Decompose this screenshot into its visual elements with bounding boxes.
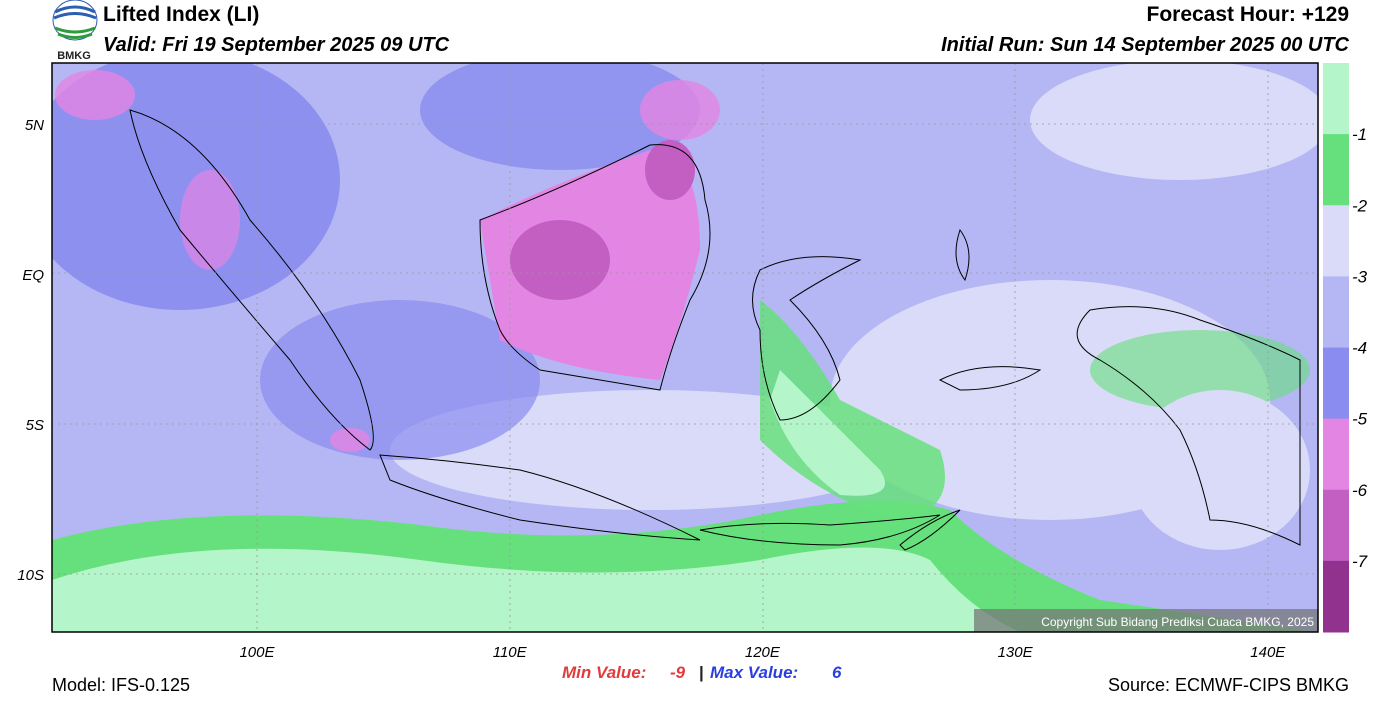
forecast-hour: Forecast Hour: +129: [1147, 3, 1350, 26]
colorbar-label: -7: [1352, 552, 1368, 571]
colorbar-swatch: [1323, 63, 1349, 135]
lon-label: 140E: [1250, 644, 1286, 661]
colorbar-swatch: [1323, 205, 1349, 277]
colorbar-label: -4: [1352, 339, 1367, 358]
colorbar-swatch: [1323, 489, 1349, 562]
logo: BMKG: [52, 0, 98, 62]
lat-label: EQ: [22, 267, 44, 284]
colorbar-label: -1: [1352, 125, 1367, 144]
colorbar-swatch: [1323, 418, 1349, 491]
colorbar-swatch: [1323, 276, 1349, 348]
colorbar-label: -5: [1352, 410, 1368, 429]
lat-label: 10S: [17, 567, 44, 584]
colorbar-swatch: [1323, 134, 1349, 206]
lon-labels: 100E 110E 120E 130E 140E: [239, 644, 1286, 661]
separator: |: [699, 663, 704, 682]
colorbar-label: -6: [1352, 481, 1368, 500]
lon-label: 100E: [239, 644, 275, 661]
min-value: -9: [670, 663, 686, 682]
colorbar: -1 -2 -3 -4 -5 -6 -7: [1323, 63, 1368, 633]
lon-label: 110E: [493, 644, 528, 661]
copyright: Copyright Sub Bidang Prediksi Cuaca BMKG…: [1041, 615, 1314, 629]
colorbar-swatch: [1323, 560, 1349, 633]
lat-labels: 5N EQ 5S 10S: [17, 117, 44, 584]
max-label: Max Value:: [710, 663, 798, 682]
map-field: Copyright Sub Bidang Prediksi Cuaca BMKG…: [52, 63, 1318, 632]
title: Lifted Index (LI): [103, 3, 259, 26]
model: Model: IFS-0.125: [52, 675, 190, 695]
lon-label: 130E: [998, 644, 1034, 661]
min-label: Min Value:: [562, 663, 646, 682]
colorbar-swatch: [1323, 347, 1349, 420]
lon-label: 120E: [745, 644, 781, 661]
valid-time: Valid: Fri 19 September 2025 09 UTC: [103, 34, 450, 56]
colorbar-label: -2: [1352, 196, 1368, 215]
source: Source: ECMWF-CIPS BMKG: [1108, 675, 1349, 695]
initial-run: Initial Run: Sun 14 September 2025 00 UT…: [941, 34, 1349, 56]
lat-label: 5S: [26, 417, 44, 434]
lat-label: 5N: [25, 117, 44, 134]
colorbar-label: -3: [1352, 267, 1368, 286]
max-value: 6: [832, 663, 842, 682]
logo-text: BMKG: [57, 50, 91, 62]
